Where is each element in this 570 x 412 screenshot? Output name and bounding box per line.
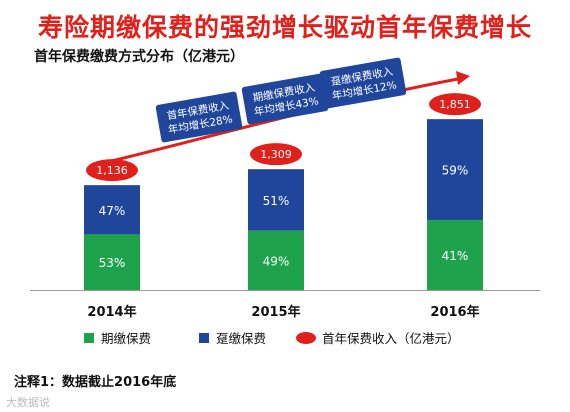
legend-label-total: 首年保费收入（亿港元） (322, 331, 460, 346)
legend-swatch-total (296, 332, 316, 344)
growth-arrow (94, 76, 464, 167)
total-badge (250, 143, 302, 166)
total-badge (429, 93, 481, 116)
bar-label-single: 51% (263, 194, 290, 208)
total-badge (86, 159, 138, 182)
legend-label-single: 趸缴保费 (216, 331, 266, 346)
total-label: 1,136 (96, 164, 128, 177)
bar-label-periodic: 49% (263, 254, 290, 268)
bar-label-periodic: 41% (442, 249, 469, 263)
watermark: 大数据说 (6, 396, 50, 409)
legend-label-periodic: 期缴保费 (101, 331, 151, 346)
bar-segment-periodic (427, 219, 483, 290)
chart-subtitle: 首年保费缴费方式分布（亿港元） (34, 49, 244, 65)
legend-swatch-periodic (84, 333, 94, 343)
total-label: 1,851 (439, 98, 471, 111)
bar-segment-single (248, 169, 304, 231)
total-label: 1,309 (260, 148, 292, 161)
growth-callout-box (319, 57, 407, 109)
bar-label-periodic: 53% (99, 256, 126, 270)
growth-callout-box (241, 73, 329, 125)
bar-segment-periodic (84, 234, 140, 290)
growth-callout-box (155, 91, 243, 143)
bar-label-single: 59% (442, 164, 469, 178)
bar-label-single: 47% (99, 204, 126, 218)
x-tick-label: 2016年 (430, 304, 479, 320)
bar-segment-single (84, 185, 140, 235)
x-tick-label: 2014年 (87, 304, 136, 320)
x-tick-label: 2015年 (251, 304, 300, 320)
legend-swatch-single (199, 333, 209, 343)
chart-title: 寿险期缴保费的强劲增长驱动首年保费增长 (37, 13, 532, 42)
bar-segment-periodic (248, 230, 304, 290)
footnote: 注释1：数据截止2016年底 (14, 375, 177, 390)
bar-segment-single (427, 119, 483, 220)
growth-arrowhead (456, 71, 470, 85)
